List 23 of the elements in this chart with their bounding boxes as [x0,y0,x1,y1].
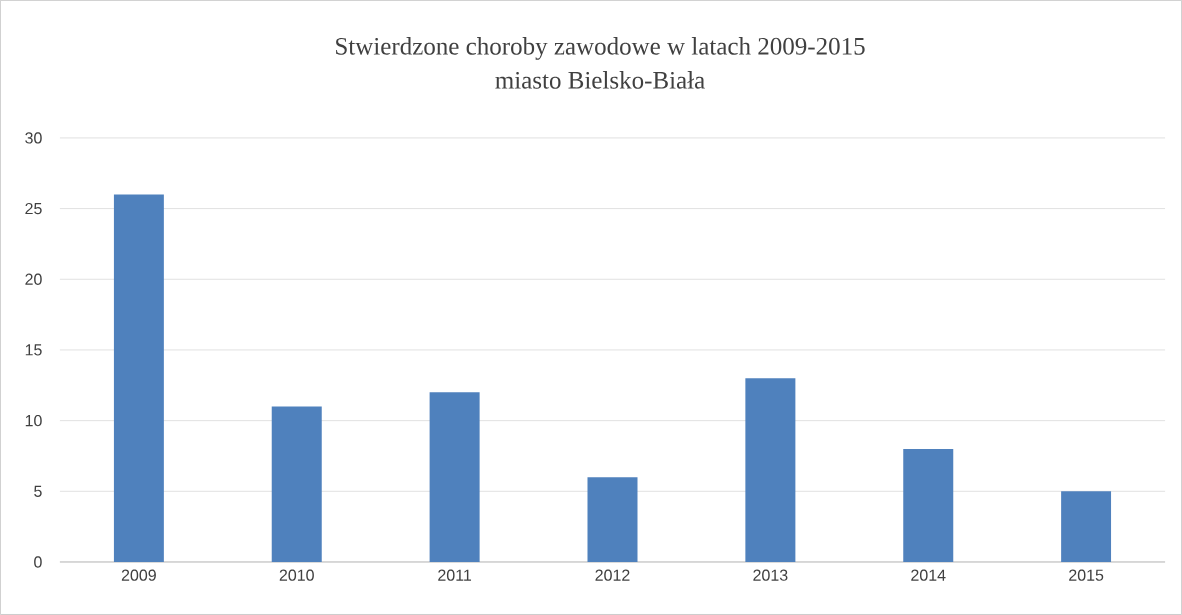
x-tick-label: 2009 [121,569,156,581]
bar [113,194,164,563]
y-tick-label: 10 [25,415,42,427]
chart-title: Stwierdzone choroby zawodowe w latach 2009-2015 [336,37,865,60]
bar [271,406,322,563]
bar [1061,491,1112,563]
y-tick-label: 0 [34,556,42,568]
y-tick-label: 5 [34,485,42,497]
x-tick-label: 2010 [279,569,314,581]
x-tick-label: 2011 [438,569,472,581]
x-tick-label: 2014 [911,569,946,581]
bar [587,477,638,563]
bar [745,378,796,563]
y-tick-label: 25 [25,202,42,215]
chart-subtitle: miasto Bielsko-Biała [495,71,705,89]
bar [429,392,480,563]
y-tick-label: 30 [25,132,42,144]
x-tick-label: 2012 [595,569,630,581]
x-tick-label: 2013 [753,569,788,581]
bar [903,448,954,563]
y-tick-label: 15 [25,344,42,356]
x-tick-label: 2015 [1069,569,1104,581]
y-tick-label: 20 [25,273,42,285]
